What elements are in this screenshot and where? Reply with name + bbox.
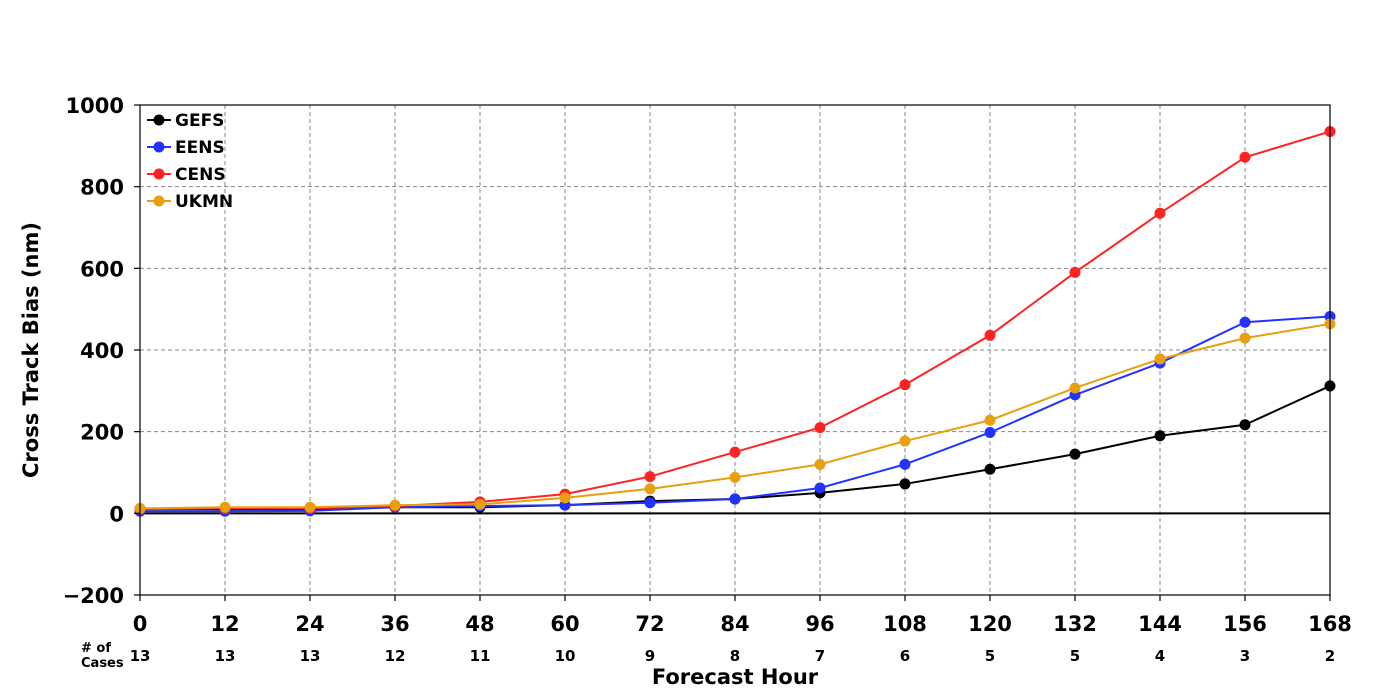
x-tick-labels: 0 12 24 36 48 60 72 84 96 108 120 132 144 156 168 xyxy=(133,595,1352,636)
x-tick-label: 24 xyxy=(295,612,324,636)
case-count: 10 xyxy=(555,647,576,665)
y-tick-label: −200 xyxy=(63,584,124,608)
case-count: 7 xyxy=(815,647,825,665)
data-point-eens xyxy=(644,497,656,509)
legend-label: UKMN xyxy=(175,192,233,212)
x-tick-label: 168 xyxy=(1308,612,1352,636)
case-counts: 13 13 13 12 11 10 9 8 7 6 5 5 4 3 2 xyxy=(130,647,1336,665)
data-point-ukmn xyxy=(304,501,316,513)
x-axis-label: Forecast Hour xyxy=(652,665,819,689)
legend-swatch-marker xyxy=(153,168,165,180)
y-axis-label: Cross Track Bias (nm) xyxy=(19,222,43,478)
y-tick-label: 800 xyxy=(80,176,124,200)
data-point-eens xyxy=(899,458,911,470)
data-point-eens xyxy=(1239,316,1251,328)
data-point-cens xyxy=(729,446,741,458)
data-point-ukmn xyxy=(644,483,656,495)
data-point-gefs xyxy=(984,463,996,475)
data-point-ukmn xyxy=(1239,332,1251,344)
case-count: 5 xyxy=(985,647,995,665)
y-tick-label: 0 xyxy=(109,502,124,526)
case-count: 12 xyxy=(385,647,406,665)
cases-label-line1: # of xyxy=(81,641,111,656)
data-point-ukmn xyxy=(729,471,741,483)
legend-item-eens: EENS xyxy=(147,138,225,158)
legend-swatch-marker xyxy=(153,141,165,153)
x-tick-label: 144 xyxy=(1138,612,1182,636)
data-point-ukmn xyxy=(389,499,401,511)
series-ukmn xyxy=(134,318,1336,514)
data-point-ukmn xyxy=(474,498,486,510)
data-point-gefs xyxy=(1239,419,1251,431)
case-count: 13 xyxy=(300,647,321,665)
legend-swatch-marker xyxy=(153,195,165,207)
x-tick-label: 132 xyxy=(1053,612,1097,636)
case-count: 13 xyxy=(215,647,236,665)
legend-label: CENS xyxy=(175,165,226,185)
data-point-eens xyxy=(814,482,826,494)
data-point-cens xyxy=(1069,266,1081,278)
grid-lines xyxy=(140,105,1330,595)
case-count: 11 xyxy=(470,647,491,665)
x-tick-label: 12 xyxy=(210,612,239,636)
legend-item-cens: CENS xyxy=(147,165,226,185)
data-point-cens xyxy=(1239,151,1251,163)
data-point-cens xyxy=(984,329,996,341)
data-point-cens xyxy=(814,422,826,434)
data-point-eens xyxy=(984,426,996,438)
data-point-ukmn xyxy=(814,458,826,470)
case-count: 5 xyxy=(1070,647,1080,665)
legend-swatch-marker xyxy=(153,114,165,126)
y-tick-label: 1000 xyxy=(66,94,124,118)
x-tick-label: 84 xyxy=(720,612,749,636)
data-point-ukmn xyxy=(1154,353,1166,365)
x-tick-label: 0 xyxy=(133,612,148,636)
x-tick-label: 108 xyxy=(883,612,927,636)
data-point-ukmn xyxy=(1069,382,1081,394)
y-tick-label: 200 xyxy=(80,421,124,445)
data-point-gefs xyxy=(1069,448,1081,460)
legend-item-ukmn: UKMN xyxy=(147,192,233,212)
cases-label-line2: Cases xyxy=(81,656,124,671)
y-tick-label: 600 xyxy=(80,257,124,281)
x-tick-label: 120 xyxy=(968,612,1012,636)
x-tick-label: 48 xyxy=(465,612,494,636)
x-tick-label: 72 xyxy=(635,612,664,636)
series-layer xyxy=(134,126,1336,517)
data-point-ukmn xyxy=(984,414,996,426)
data-point-ukmn xyxy=(219,501,231,513)
case-count: 8 xyxy=(730,647,740,665)
x-tick-label: 60 xyxy=(550,612,579,636)
data-point-ukmn xyxy=(899,435,911,447)
legend-label: GEFS xyxy=(175,111,224,131)
data-point-ukmn xyxy=(559,492,571,504)
case-count: 4 xyxy=(1155,647,1165,665)
y-tick-labels: −200 0 200 400 600 800 1000 xyxy=(63,94,140,608)
x-tick-label: 36 xyxy=(380,612,409,636)
y-tick-label: 400 xyxy=(80,339,124,363)
case-count: 6 xyxy=(900,647,910,665)
data-point-gefs xyxy=(899,478,911,490)
data-point-cens xyxy=(644,471,656,483)
data-point-gefs xyxy=(1154,430,1166,442)
case-count: 3 xyxy=(1240,647,1250,665)
legend-item-gefs: GEFS xyxy=(147,111,224,131)
data-point-eens xyxy=(729,493,741,505)
case-count: 13 xyxy=(130,647,151,665)
x-tick-label: 96 xyxy=(805,612,834,636)
legend: GEFS EENS CENS UKMN xyxy=(147,111,233,212)
data-point-cens xyxy=(899,379,911,391)
legend-label: EENS xyxy=(175,138,225,158)
case-count: 2 xyxy=(1325,647,1335,665)
x-tick-label: 156 xyxy=(1223,612,1267,636)
case-count: 9 xyxy=(645,647,655,665)
data-point-cens xyxy=(1154,207,1166,219)
